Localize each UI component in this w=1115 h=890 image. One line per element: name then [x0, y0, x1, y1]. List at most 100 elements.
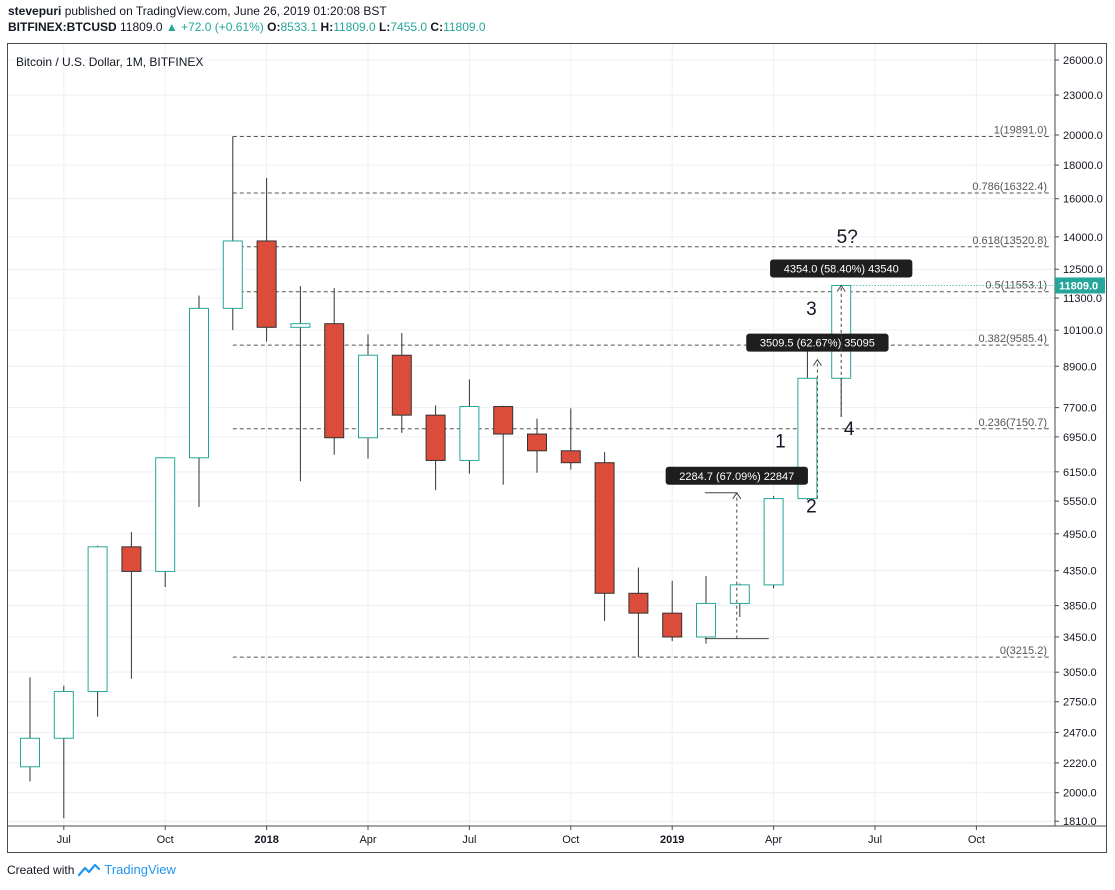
candle-body — [425, 414, 446, 461]
time-tick-label: Jul — [57, 834, 71, 846]
chart-frame[interactable]: 1(19891.0) 0.786(16322.4) 0.618(13520.8) 0.… — [7, 43, 1107, 853]
candle-body — [121, 546, 142, 572]
candle-body — [290, 323, 311, 328]
candle-body — [527, 433, 547, 452]
fib-level-label: 0.786(16322.4) — [972, 181, 1047, 193]
candle-up[interactable] — [763, 496, 784, 589]
time-tick-label: Oct — [157, 834, 174, 846]
fib-level-label: 1(19891.0) — [994, 125, 1047, 137]
high-label: H: — [320, 20, 334, 34]
time-tick-label: Oct — [562, 834, 579, 846]
price-change: ▲ +72.0 (+0.61%) — [165, 20, 264, 34]
price-tick-label: 6150.0 — [1063, 467, 1097, 479]
candle-body — [53, 691, 74, 739]
chart-header: stevepuri published on TradingView.com, … — [8, 3, 486, 35]
time-tick-label: 2019 — [660, 834, 684, 846]
price-tick-label: 16000.0 — [1063, 194, 1103, 206]
arrow-up-icon — [812, 358, 822, 366]
time-tick-label: Apr — [765, 834, 782, 846]
candle-body — [391, 354, 412, 416]
candle-up[interactable] — [729, 583, 750, 617]
price-tick-label: 2000.0 — [1063, 788, 1097, 800]
candle-up[interactable] — [53, 685, 74, 819]
candle-body — [662, 612, 683, 638]
candle-up[interactable] — [20, 677, 40, 782]
wave-label: 3 — [806, 299, 817, 320]
price-tick-label: 18000.0 — [1063, 160, 1103, 172]
candle-up[interactable] — [696, 576, 716, 644]
candle-down[interactable] — [560, 408, 581, 470]
measurement[interactable]: 2284.7 (67.09%) 22847 — [665, 466, 808, 640]
candle-up[interactable] — [459, 379, 480, 474]
price-chart[interactable]: 1(19891.0) 0.786(16322.4) 0.618(13520.8) 0.… — [8, 44, 1106, 852]
candle-down[interactable] — [324, 288, 345, 455]
price-tick-label: 26000.0 — [1063, 55, 1103, 67]
candle-up[interactable] — [189, 295, 209, 507]
price-tick-label: 14000.0 — [1063, 232, 1103, 244]
last-price: 11809.0 — [120, 20, 163, 34]
publish-line: stevepuri published on TradingView.com, … — [8, 3, 486, 19]
price-tick-label: 4350.0 — [1063, 566, 1097, 578]
candle-down[interactable] — [493, 405, 514, 485]
symbol-line: BITFINEX:BTCUSD 11809.0 ▲ +72.0 (+0.61%)… — [8, 19, 486, 35]
open-value: 8533.1 — [280, 20, 318, 34]
time-tick-label: Jul — [868, 834, 882, 846]
low-value: 7455.0 — [390, 20, 428, 34]
publisher-name[interactable]: stevepuri — [8, 4, 62, 18]
price-tick-label: 2220.0 — [1063, 758, 1097, 770]
wave-label: 1 — [775, 431, 786, 452]
measurement-label: 2284.7 (67.09%) 22847 — [679, 471, 794, 483]
candle-down[interactable] — [121, 532, 142, 679]
measurement[interactable]: 3509.5 (62.67%) 35095 — [746, 333, 889, 499]
candle-down[interactable] — [256, 178, 277, 342]
published-text: published on TradingView.com, June 26, 2… — [64, 4, 387, 18]
candle-body — [256, 240, 277, 328]
candle-body — [560, 450, 581, 464]
low-label: L: — [379, 20, 391, 34]
tradingview-logo-icon — [78, 863, 101, 876]
candle-body — [459, 406, 480, 461]
footer: Created with TradingView — [7, 862, 176, 877]
wave-labels-layer: 1 2 3 4 5? — [775, 227, 858, 518]
time-tick-label: Oct — [968, 834, 985, 846]
candle-up[interactable] — [87, 545, 108, 717]
close-value: 11809.0 — [443, 20, 486, 34]
time-tick-label: 2018 — [254, 834, 278, 846]
price-tick-label: 3050.0 — [1063, 667, 1097, 679]
candle-body — [493, 406, 514, 435]
wave-label: 5? — [837, 227, 858, 248]
candle-up[interactable] — [290, 286, 311, 482]
measurement-label-bg — [770, 259, 913, 278]
fibonacci-layer: 1(19891.0) 0.786(16322.4) 0.618(13520.8) 0.… — [232, 125, 1051, 658]
tradingview-brand[interactable]: TradingView — [104, 862, 176, 877]
candle-down[interactable] — [391, 332, 412, 433]
price-tick-label: 12500.0 — [1063, 264, 1103, 276]
candle-down[interactable] — [628, 567, 649, 658]
candle-up[interactable] — [222, 136, 243, 331]
candle-body — [87, 546, 108, 693]
price-tick-label: 1810.0 — [1063, 816, 1097, 828]
candle-up[interactable] — [155, 457, 176, 587]
candle-body — [729, 584, 750, 604]
wave-label: 2 — [806, 497, 817, 518]
time-tick-label: Apr — [359, 834, 376, 846]
candle-down[interactable] — [425, 405, 446, 491]
candle-body — [763, 498, 784, 586]
candle-up[interactable] — [358, 334, 378, 459]
high-value: 11809.0 — [333, 20, 376, 34]
last-price-label: 11809.0 — [1059, 280, 1098, 292]
price-tick-label: 2470.0 — [1063, 727, 1097, 739]
fib-level-label: 0.236(7150.7) — [979, 417, 1048, 429]
price-tick-label: 11300.0 — [1063, 293, 1102, 305]
candle-body — [358, 354, 378, 439]
created-with-text: Created with — [7, 862, 75, 877]
measurement[interactable]: 4354.0 (58.40%) 43540 — [770, 259, 913, 417]
price-tick-label: 4950.0 — [1063, 529, 1097, 541]
candle-down[interactable] — [594, 452, 615, 621]
symbol: BITFINEX:BTCUSD — [8, 20, 117, 34]
measurement-label: 3509.5 (62.67%) 35095 — [760, 338, 875, 350]
measurement-label-bg — [665, 466, 808, 485]
candle-down[interactable] — [662, 580, 683, 642]
candle-down[interactable] — [527, 418, 547, 473]
fib-level-label: 0(3215.2) — [1000, 645, 1047, 657]
